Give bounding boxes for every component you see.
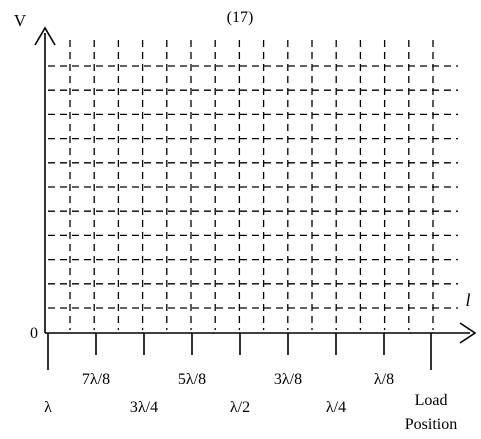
position-labels: λ 7λ/8 3λ/4 5λ/8 λ/2 3λ/8 λ/4 λ/8 <box>44 371 394 416</box>
x-axis-arrowhead <box>459 322 477 344</box>
y-axis-arrowhead <box>34 26 56 46</box>
x-axis-label: l <box>465 290 470 310</box>
load-label-line2: Position <box>405 416 457 433</box>
figure-number: (17) <box>227 9 254 26</box>
position-label: λ/8 <box>374 371 394 388</box>
position-label: 3λ/8 <box>274 371 302 388</box>
position-ticks <box>47 333 432 370</box>
axes <box>34 26 477 344</box>
dashed-grid <box>48 40 458 330</box>
origin-label: 0 <box>30 325 38 342</box>
position-label: 7λ/8 <box>82 371 110 388</box>
position-label: λ/4 <box>326 399 346 416</box>
load-label-line1: Load <box>415 392 448 409</box>
y-axis-label: V <box>14 11 27 30</box>
position-label: λ <box>44 399 52 416</box>
position-label: λ/2 <box>230 399 250 416</box>
position-label: 3λ/4 <box>130 399 158 416</box>
position-label: 5λ/8 <box>178 371 206 388</box>
